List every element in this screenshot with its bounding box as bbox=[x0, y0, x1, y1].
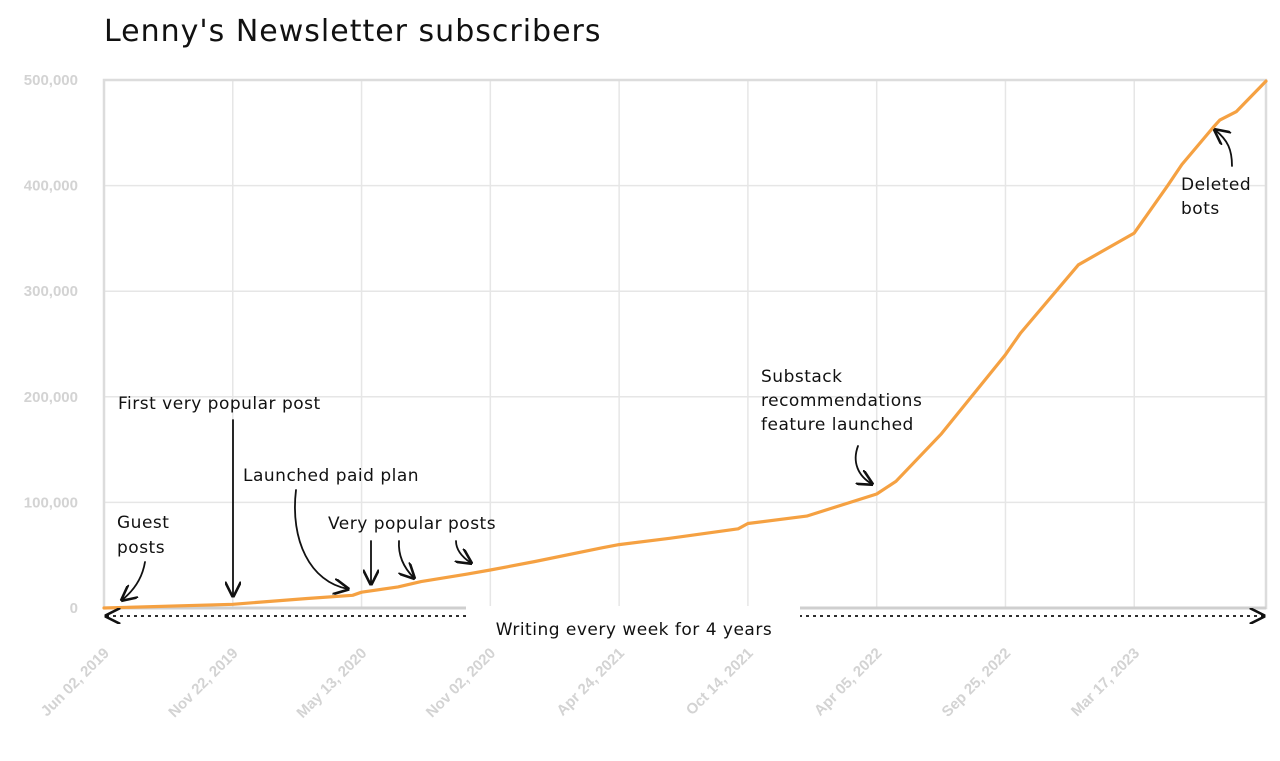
plot-frame bbox=[102, 78, 1268, 610]
x-tick-label: Apr 24, 2021 bbox=[553, 645, 628, 720]
y-tick-label: 200,000 bbox=[24, 389, 78, 406]
x-tick-label: May 13, 2020 bbox=[293, 645, 370, 722]
annotation-label: Very popular posts bbox=[328, 514, 496, 534]
y-tick-label: 0 bbox=[70, 600, 78, 617]
y-tick-label: 400,000 bbox=[24, 178, 78, 195]
y-tick-label: 500,000 bbox=[24, 72, 78, 89]
annotation-arrow bbox=[399, 540, 414, 578]
y-tick-label: 300,000 bbox=[24, 283, 78, 300]
y-tick-label: 100,000 bbox=[24, 494, 78, 511]
annotation-label: Writing every week for 4 years bbox=[496, 620, 772, 640]
annotation-label: bots bbox=[1181, 199, 1220, 219]
annotation-arrow bbox=[456, 540, 471, 563]
x-tick-label: Apr 05, 2022 bbox=[811, 645, 886, 720]
x-tick-label: Sep 25, 2022 bbox=[939, 645, 1015, 721]
annotation-label: posts bbox=[117, 538, 165, 558]
annotation-label: recommendations bbox=[761, 391, 922, 411]
annotation-label: feature launched bbox=[761, 415, 914, 435]
x-tick-label: Nov 02, 2020 bbox=[423, 645, 499, 721]
annotation-arrow bbox=[294, 489, 348, 589]
annotation-label: Deleted bbox=[1181, 175, 1251, 195]
x-tick-label: Jun 02, 2019 bbox=[38, 645, 113, 720]
chart-title: Lenny's Newsletter subscribers bbox=[104, 14, 602, 49]
annotation-label: Substack bbox=[761, 367, 843, 387]
annotation-label: Launched paid plan bbox=[243, 466, 419, 486]
annotation-arrow bbox=[854, 445, 872, 484]
annotation-arrow bbox=[1215, 130, 1233, 167]
subscribers-line bbox=[102, 79, 1268, 610]
x-tick-label: Oct 14, 2021 bbox=[683, 645, 757, 719]
duration-label-bg bbox=[466, 606, 800, 630]
annotation-arrow bbox=[122, 561, 146, 600]
annotation-label: Guest bbox=[117, 513, 169, 533]
annotation-label: First very popular post bbox=[118, 394, 321, 414]
x-tick-label: Mar 17, 2023 bbox=[1068, 645, 1143, 720]
x-tick-label: Nov 22, 2019 bbox=[165, 645, 241, 721]
